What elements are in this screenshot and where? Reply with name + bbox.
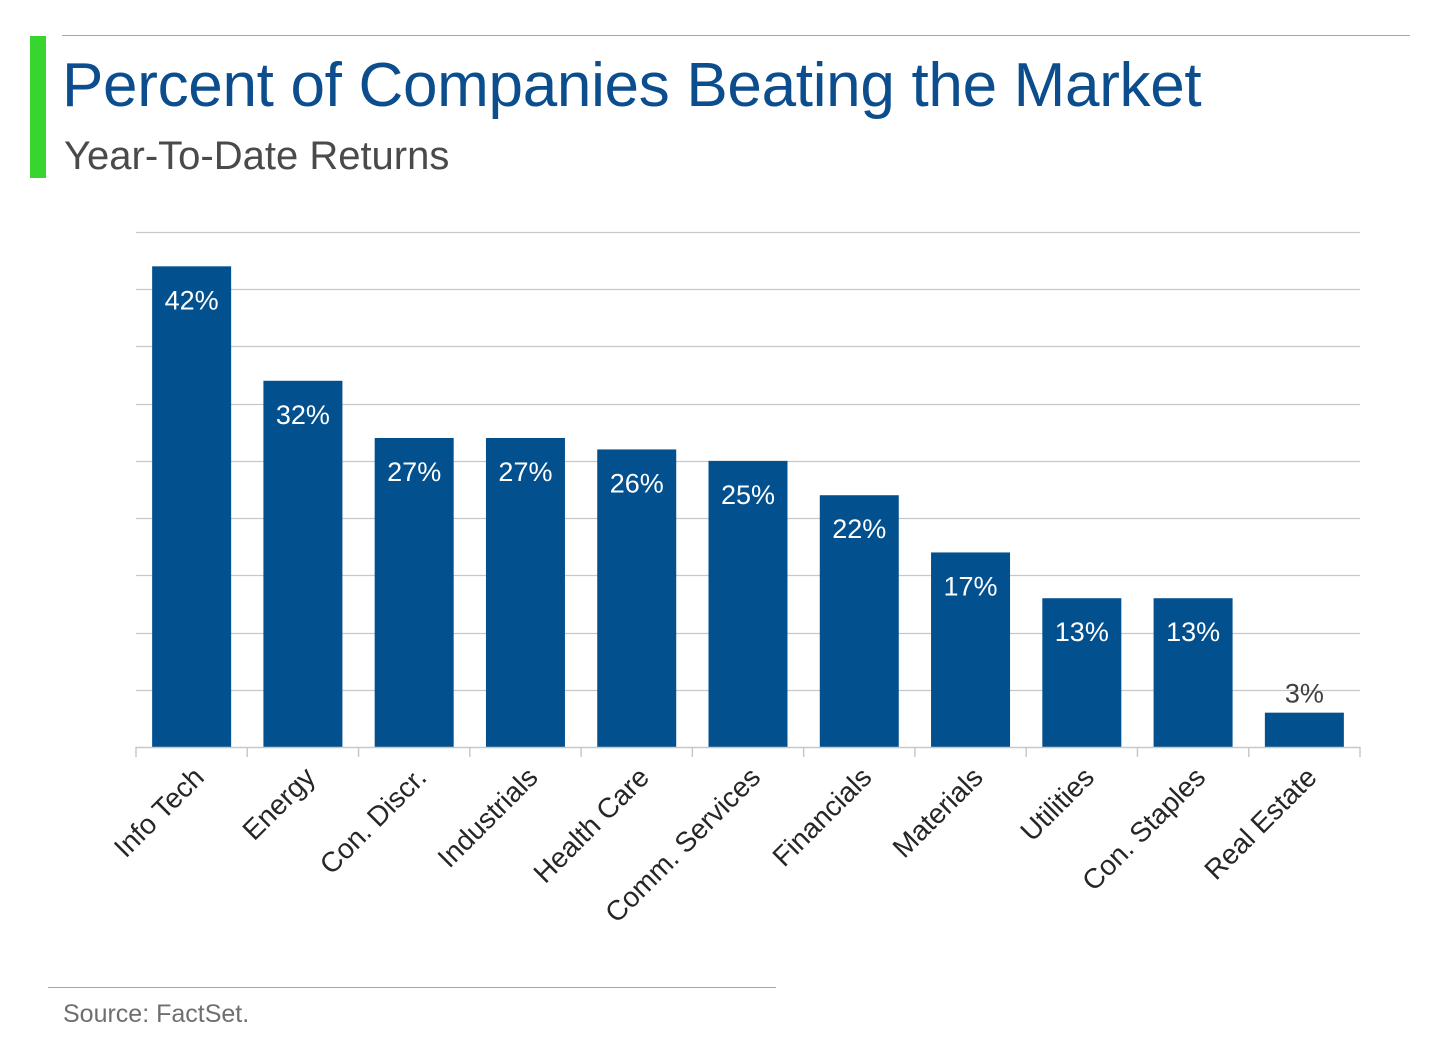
x-tick-label: Energy	[236, 761, 321, 846]
accent-bar	[30, 36, 46, 178]
bar-value-label: 13%	[1166, 617, 1220, 647]
x-tick-label: Real Estate	[1198, 761, 1322, 885]
bar	[708, 460, 788, 747]
bar-value-label: 25%	[721, 480, 775, 510]
bar-value-label: 22%	[832, 514, 886, 544]
bar	[1264, 712, 1344, 747]
bar-value-label: 3%	[1285, 679, 1324, 709]
value-labels: 42% 32% 27% 27% 26% 25% 22% 17% 13% 13% 3%	[165, 285, 1324, 708]
bar	[263, 380, 343, 747]
bar	[152, 266, 232, 747]
bar-value-label: 27%	[498, 457, 552, 487]
bar-value-label: 13%	[1055, 617, 1109, 647]
bottom-divider	[48, 987, 776, 988]
bar	[597, 449, 677, 747]
x-tick-label: Materials	[887, 761, 989, 863]
x-tick-label: Financials	[766, 761, 877, 872]
bar	[374, 438, 454, 747]
chart-subtitle: Year-To-Date Returns	[64, 134, 450, 178]
chart-title: Percent of Companies Beating the Market	[62, 51, 1202, 120]
x-tick-label: Info Tech	[108, 761, 210, 863]
bar	[485, 438, 565, 747]
bar-value-label: 26%	[610, 468, 664, 498]
bar	[1153, 598, 1233, 747]
bar-value-label: 32%	[276, 400, 330, 430]
bar	[819, 495, 899, 747]
x-tick-label: Utilities	[1014, 761, 1100, 847]
x-tick-label: Con. Discr.	[314, 761, 433, 880]
bar	[1042, 598, 1122, 747]
source-note: Source: FactSet.	[63, 1000, 250, 1028]
bar-value-label: 27%	[387, 457, 441, 487]
bars	[152, 266, 1344, 747]
bar	[931, 552, 1011, 747]
bar-value-label: 42%	[165, 285, 219, 315]
bar-value-label: 17%	[944, 571, 998, 601]
top-divider	[62, 35, 1410, 36]
x-tick-label: Industrials	[432, 761, 544, 873]
